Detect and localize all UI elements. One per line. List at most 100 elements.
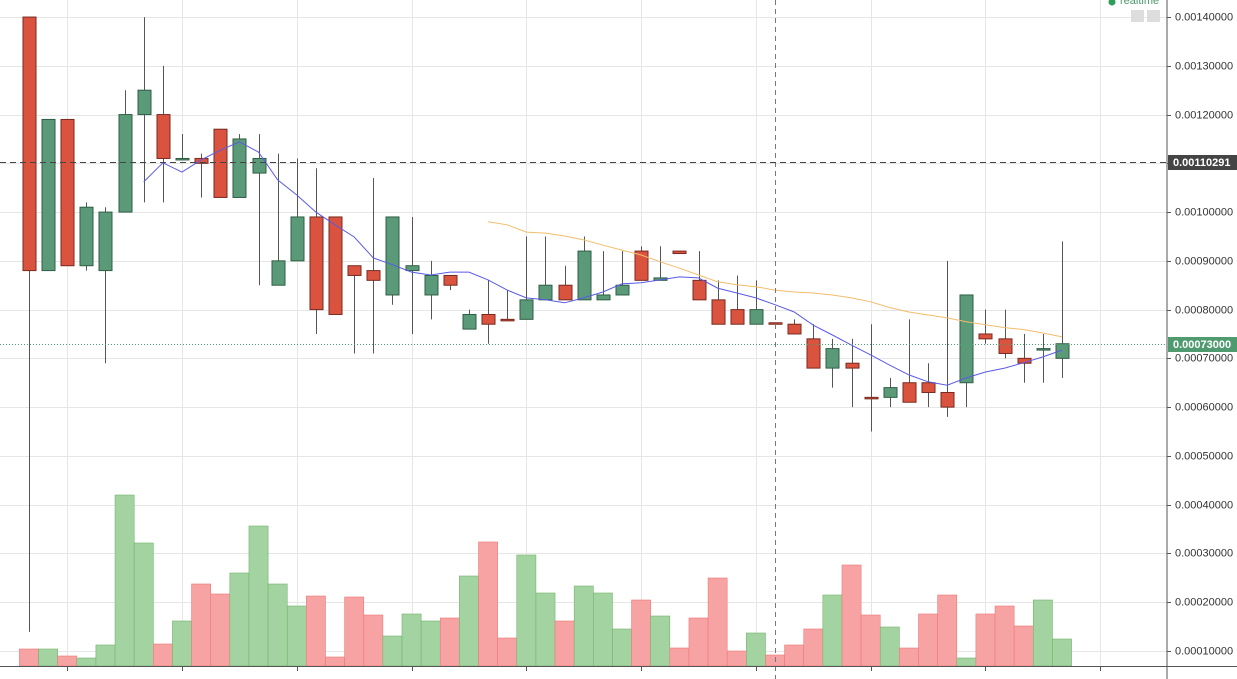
volume-bar	[344, 596, 365, 667]
volume-bar	[669, 647, 690, 667]
volume-bar	[325, 656, 345, 667]
volume-bar	[726, 650, 747, 667]
volume-bar	[286, 605, 307, 667]
candle-body	[194, 157, 209, 164]
zoom-button[interactable]	[1131, 10, 1144, 22]
volume-bar	[497, 637, 518, 667]
y-tick-label: 0.00030000	[1175, 547, 1233, 559]
volume-bar	[306, 595, 326, 667]
candle-body	[634, 250, 649, 281]
candle-body	[1036, 348, 1051, 351]
y-tick-label: 0.00140000	[1175, 11, 1233, 23]
volume-bar	[38, 648, 58, 667]
candle-layer	[22, 16, 1070, 632]
volume-bar	[612, 628, 632, 667]
overlay-layer	[0, 0, 1167, 679]
average-line	[143, 141, 1063, 386]
volume-bar	[784, 644, 805, 667]
candle-body	[462, 313, 477, 330]
volume-bar	[57, 655, 78, 667]
candle-body	[538, 284, 553, 301]
volume-bar	[191, 583, 212, 667]
candle-body	[118, 114, 133, 213]
y-tick-label: 0.00010000	[1175, 645, 1233, 657]
candle-body	[787, 323, 802, 335]
volume-bar	[19, 648, 39, 667]
volume-bar	[650, 615, 671, 667]
volume-bar	[631, 599, 651, 667]
volume-bar	[918, 613, 938, 667]
candle-body	[79, 206, 94, 267]
volume-bar	[841, 564, 862, 667]
candle-body	[825, 348, 840, 369]
candle-body	[328, 216, 343, 315]
candle-body	[864, 396, 879, 400]
volume-bar	[822, 594, 843, 667]
volume-bar	[401, 613, 422, 667]
volume-bar	[248, 525, 269, 667]
candle-body	[749, 309, 764, 325]
volume-bar	[860, 614, 881, 667]
y-tick-label: 0.00120000	[1175, 109, 1233, 121]
candle-body	[271, 260, 286, 286]
volume-bar	[803, 628, 824, 667]
candle-body	[443, 274, 458, 286]
volume-bar	[994, 605, 1015, 667]
candle-body	[615, 284, 630, 296]
candle-body	[978, 333, 993, 340]
volume-bar	[1052, 638, 1072, 667]
candle-body	[692, 279, 707, 301]
volume-bar	[879, 626, 900, 667]
volume-bar	[210, 593, 231, 667]
volume-layer	[19, 494, 1072, 667]
realtime-dot	[1108, 0, 1116, 6]
volume-bar	[382, 635, 403, 667]
candle-body	[385, 216, 400, 296]
y-tick-label: 0.00020000	[1175, 596, 1233, 608]
volume-bar	[478, 541, 498, 667]
realtime-label: realtime	[1120, 0, 1159, 7]
candle-body	[424, 274, 439, 296]
zoom-button[interactable]	[1147, 10, 1160, 22]
candle-body	[940, 391, 955, 408]
volume-bar	[459, 575, 479, 667]
candle-body	[98, 211, 113, 272]
candle-body	[519, 299, 534, 320]
volume-bar	[420, 620, 441, 667]
candle-body	[998, 338, 1013, 354]
price-label: 0.00073000	[1173, 339, 1231, 351]
volume-bar	[267, 583, 288, 667]
volume-bar	[975, 613, 996, 667]
candle-body	[156, 114, 171, 159]
candle-body	[672, 250, 687, 255]
y-tick-label: 0.00070000	[1175, 352, 1233, 364]
candle-body	[921, 382, 936, 393]
price-label: 0.00110291	[1173, 157, 1231, 169]
candle-body	[481, 313, 496, 325]
candle-body	[845, 362, 860, 369]
volume-bar	[592, 592, 613, 667]
candle-body	[366, 270, 381, 281]
candle-body	[213, 128, 228, 198]
y-tick-label: 0.00130000	[1175, 60, 1233, 72]
y-tick-label: 0.00060000	[1175, 401, 1233, 413]
y-tick-label: 0.00090000	[1175, 255, 1233, 267]
candle-body	[41, 118, 56, 272]
candle-body	[711, 299, 726, 325]
y-tick-label: 0.00080000	[1175, 304, 1233, 316]
volume-bar	[76, 657, 97, 667]
candle-body	[405, 265, 420, 272]
candle-body	[577, 250, 592, 301]
candle-body	[596, 294, 611, 301]
y-tick-label: 0.00050000	[1175, 450, 1233, 462]
candle-body	[22, 16, 37, 272]
candle-body	[1055, 343, 1070, 359]
candle-body	[232, 138, 247, 198]
y-tick-label: 0.00040000	[1175, 499, 1233, 511]
volume-bar	[363, 614, 384, 667]
candle-body	[730, 309, 745, 325]
volume-bar	[707, 577, 728, 667]
candle-body	[290, 216, 305, 262]
